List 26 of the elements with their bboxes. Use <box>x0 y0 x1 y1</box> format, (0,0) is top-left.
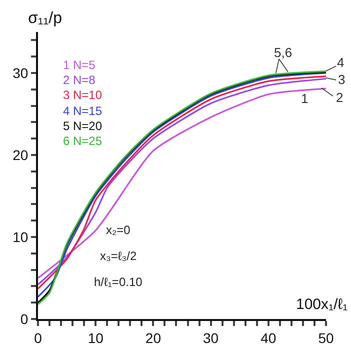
y-axis-title: σ₁₁/p <box>28 10 62 27</box>
text: 4 <box>337 55 344 70</box>
text: 2 <box>336 90 344 105</box>
y-tick-label: 10 <box>12 228 28 245</box>
y-tick-label: 30 <box>12 64 28 81</box>
text: 5 N=20 <box>63 119 102 133</box>
text: 3 N=10 <box>63 88 102 102</box>
x-axis-title: 100x₁/ℓ₁ <box>296 296 348 313</box>
annotation: h/ℓ₁=0.10 <box>94 275 143 289</box>
x-tick-label: 10 <box>88 330 104 346</box>
text: 1 N=5 <box>63 58 96 72</box>
annotation: 5,6 <box>274 45 292 60</box>
series-label: 6 N=25 <box>63 134 102 148</box>
x-tick-label: 50 <box>318 330 334 346</box>
text: 2 N=8 <box>63 73 96 87</box>
x-tick-label: 30 <box>203 330 219 346</box>
text: 4 N=15 <box>63 104 102 118</box>
annotation: x₃=ℓ₃/2 <box>100 249 137 263</box>
annotation: x₂=0 <box>106 223 131 237</box>
annotation: 1 <box>301 91 308 106</box>
x-tick-label: 20 <box>145 330 162 346</box>
text: 3 <box>338 72 346 87</box>
y-tick-label: 20 <box>12 146 28 163</box>
y-tick-label: 0 <box>20 310 28 327</box>
x-tick-label: 0 <box>34 330 42 346</box>
x-tick-label: 40 <box>260 330 276 346</box>
